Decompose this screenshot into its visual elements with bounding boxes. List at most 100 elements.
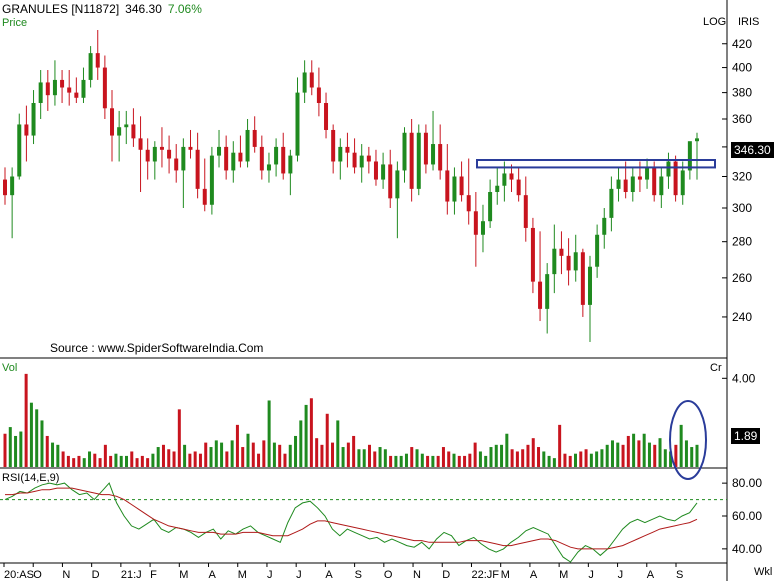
candle-body: [88, 53, 93, 80]
candle-body: [559, 248, 564, 256]
volume-bar: [663, 449, 667, 467]
candle-body: [309, 72, 314, 88]
x-tick-label: A: [530, 569, 538, 581]
volume-bar: [584, 449, 588, 467]
app-name-label: IRIS: [738, 16, 760, 28]
volume-bar: [220, 442, 224, 467]
candle-body: [452, 176, 457, 202]
x-tick-label: J: [618, 569, 624, 581]
candle-body: [117, 127, 122, 136]
volume-bar: [500, 444, 504, 467]
volume-bar: [3, 433, 7, 467]
volume-bar: [394, 455, 398, 467]
candle-body: [38, 82, 43, 103]
ticker-label: GRANULES [N11872]: [2, 2, 120, 16]
candle-body: [395, 170, 400, 199]
volume-bar: [610, 440, 614, 467]
candle-body: [652, 167, 657, 196]
candle-body: [138, 138, 143, 150]
rsi-tick-label: 40.00: [732, 542, 762, 556]
volume-bar: [653, 444, 657, 467]
volume-bar: [24, 373, 28, 467]
candle-body: [224, 146, 229, 171]
candle-body: [338, 146, 343, 162]
volume-bar: [8, 427, 12, 467]
volume-bar: [315, 438, 319, 467]
volume-bar: [537, 447, 541, 467]
candle-body: [552, 248, 557, 275]
volume-bar: [373, 451, 377, 467]
volume-bar: [72, 458, 76, 467]
volume-bar: [515, 451, 519, 467]
candle-body: [538, 281, 543, 309]
candle-body: [695, 138, 699, 142]
candle-body: [74, 92, 79, 98]
volume-bar: [246, 433, 250, 467]
candle-body: [202, 188, 207, 205]
log-scale-toggle[interactable]: LOG: [703, 16, 727, 28]
volume-bar: [669, 451, 673, 467]
candle-body: [473, 211, 478, 235]
candle-body: [580, 252, 585, 305]
candle-body: [359, 155, 364, 168]
candle-body: [209, 155, 214, 205]
volume-bar: [642, 433, 646, 467]
volume-bar: [325, 413, 329, 467]
volume-bar: [278, 444, 282, 467]
candle-body: [445, 170, 450, 202]
candle-body: [195, 149, 200, 189]
x-tick-label: M: [179, 569, 188, 581]
volume-bar: [674, 444, 678, 467]
volume-bar: [241, 447, 245, 467]
x-tick-label: J: [267, 569, 273, 581]
x-tick-label: M: [238, 569, 247, 581]
candle-body: [523, 195, 528, 228]
last-price-box: 346.30: [731, 142, 774, 158]
volume-bar: [257, 453, 261, 467]
rsi-signal-line: [5, 487, 698, 550]
price-change: 7.06%: [167, 2, 202, 16]
candle-body: [217, 146, 222, 156]
volume-bar: [304, 404, 308, 467]
candle-body: [509, 173, 514, 180]
candle-body: [324, 102, 329, 130]
candle-body: [366, 155, 371, 162]
volume-bar: [140, 455, 144, 467]
candle-body: [381, 164, 386, 180]
candle-body: [566, 255, 571, 271]
x-tick-label: N: [62, 569, 70, 581]
volume-bar: [29, 402, 33, 467]
volume-bar: [193, 451, 197, 467]
candle-body: [281, 146, 286, 174]
x-tick-label: A: [325, 569, 333, 581]
x-tick-label: 22:JF: [471, 569, 499, 581]
candle-body: [502, 173, 507, 186]
candle-body: [252, 129, 257, 147]
volume-bar: [230, 440, 234, 467]
price-tick-label: 280: [732, 235, 752, 249]
volume-bar: [294, 435, 298, 467]
x-tick-label: D: [442, 569, 450, 581]
candle-body: [409, 132, 414, 189]
volume-bar: [161, 444, 165, 467]
volume-bar: [383, 449, 387, 467]
candle-body: [680, 170, 685, 196]
volume-bar: [45, 435, 49, 467]
candle-body: [616, 179, 621, 189]
volume-bar: [183, 444, 187, 467]
candle-body: [316, 87, 321, 103]
volume-bar: [336, 420, 340, 467]
volume-bar: [114, 453, 118, 467]
volume-bar: [457, 455, 461, 467]
volume-bar: [510, 449, 514, 467]
candle-body: [423, 132, 428, 165]
volume-bar: [574, 453, 578, 467]
volume-bar: [637, 440, 641, 467]
volume-bar: [93, 453, 97, 467]
candle-body: [81, 79, 86, 98]
candle-body: [231, 152, 236, 171]
x-tick-label: 20:AS: [4, 569, 34, 581]
candle-body: [31, 102, 36, 136]
candle-body: [402, 132, 407, 171]
volume-bar: [172, 451, 176, 467]
